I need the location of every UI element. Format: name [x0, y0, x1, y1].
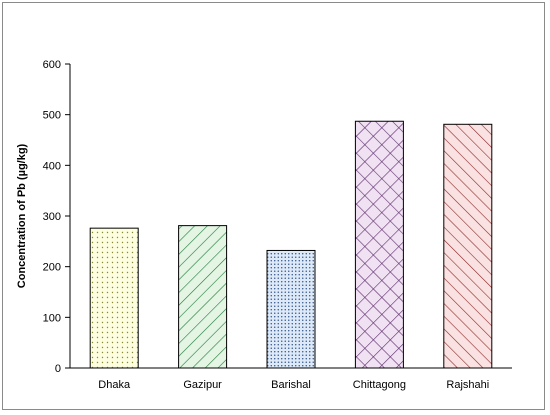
y-tick-label: 100: [43, 312, 61, 324]
y-tick-label: 600: [43, 59, 61, 71]
y-tick-label: 500: [43, 110, 61, 122]
bars-layer: [89, 120, 493, 369]
y-tick-label: 0: [55, 363, 61, 375]
y-tick-label: 200: [43, 262, 61, 274]
axes-layer: Dhaka Gazipur Barishal Chittagong Rajshahi 0 1…: [43, 59, 512, 391]
bar-barishal: [266, 249, 316, 369]
bar-dhaka: [89, 227, 139, 369]
x-tick-label-gazipur: Gazipur: [183, 379, 222, 391]
bar-rajshahi: [443, 123, 493, 369]
y-tick-label: 300: [43, 211, 61, 223]
y-axis-title: Concentration of Pb (µg/kg): [16, 143, 28, 288]
x-tick-label-dhaka: Dhaka: [98, 379, 131, 391]
bar-gazipur: [178, 225, 228, 369]
bar-chittagong: [354, 120, 404, 369]
y-tick-label: 400: [43, 160, 61, 172]
x-tick-label-chittagong: Chittagong: [353, 379, 406, 391]
x-tick-label-rajshahi: Rajshahi: [446, 379, 489, 391]
x-tick-label-barishal: Barishal: [271, 379, 311, 391]
